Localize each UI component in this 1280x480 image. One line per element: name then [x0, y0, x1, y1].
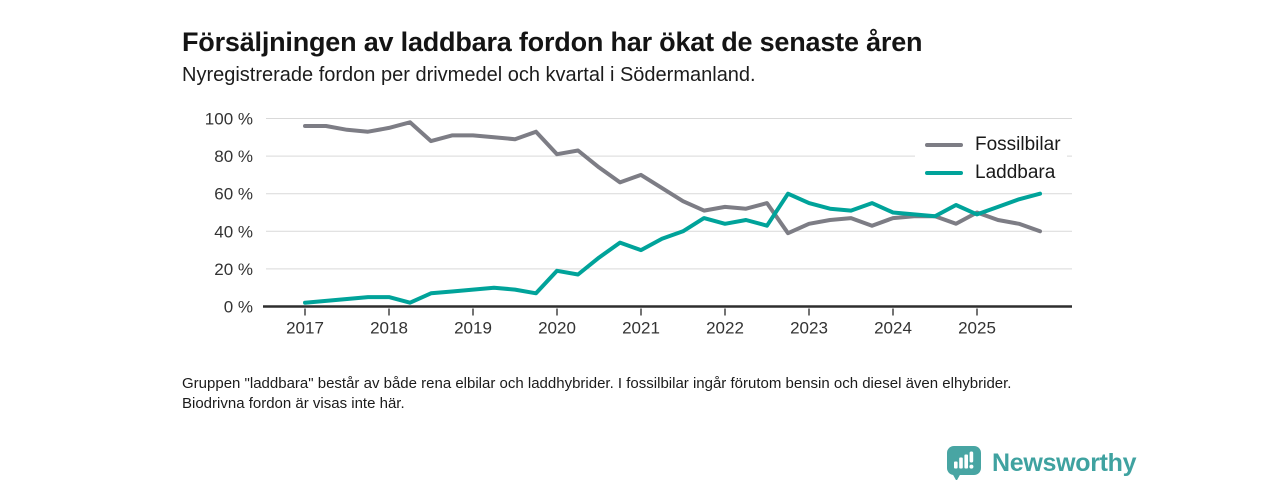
- chart-plot-area: 0 % 20 % 40 % 60 % 80 % 100 % 2017 2018 2019 2020…: [205, 110, 1072, 338]
- svg-text:2024: 2024: [874, 319, 912, 338]
- svg-text:0 %: 0 %: [224, 298, 253, 317]
- svg-text:2019: 2019: [454, 319, 492, 338]
- legend-label-fossilbilar: Fossilbilar: [975, 134, 1061, 155]
- fossilbilar-line-swatch: [925, 143, 963, 147]
- newsworthy-logo-text: Newsworthy: [992, 448, 1137, 477]
- newsworthy-logo: Newsworthy: [944, 444, 1137, 480]
- svg-text:2022: 2022: [706, 319, 744, 338]
- svg-text:2025: 2025: [958, 319, 996, 338]
- svg-text:80 %: 80 %: [214, 147, 253, 166]
- legend-item-fossilbilar: Fossilbilar: [925, 131, 1061, 159]
- svg-text:2020: 2020: [538, 319, 576, 338]
- line-chart: 0 % 20 % 40 % 60 % 80 % 100 % 2017 2018 2019 2020…: [185, 100, 1080, 345]
- svg-text:20 %: 20 %: [214, 260, 253, 279]
- svg-text:40 %: 40 %: [214, 222, 253, 241]
- legend-label-laddbara: Laddbara: [975, 162, 1056, 183]
- chart-subtitle: Nyregistrerade fordon per drivmedel och …: [182, 64, 756, 86]
- svg-text:2018: 2018: [370, 319, 408, 338]
- chart-footnote: Gruppen "laddbara" består av både rena e…: [182, 375, 1012, 412]
- svg-text:2023: 2023: [790, 319, 828, 338]
- svg-text:2021: 2021: [622, 319, 660, 338]
- laddbara-line-swatch: [925, 171, 963, 175]
- chart-title: Försäljningen av laddbara fordon har öka…: [182, 27, 923, 58]
- svg-text:2017: 2017: [286, 319, 324, 338]
- legend-item-laddbara: Laddbara: [925, 159, 1061, 187]
- newsworthy-logo-icon: [947, 446, 981, 480]
- svg-text:100 %: 100 %: [205, 110, 253, 129]
- svg-text:60 %: 60 %: [214, 185, 253, 204]
- chart-legend: Fossilbilar Laddbara: [915, 129, 1067, 189]
